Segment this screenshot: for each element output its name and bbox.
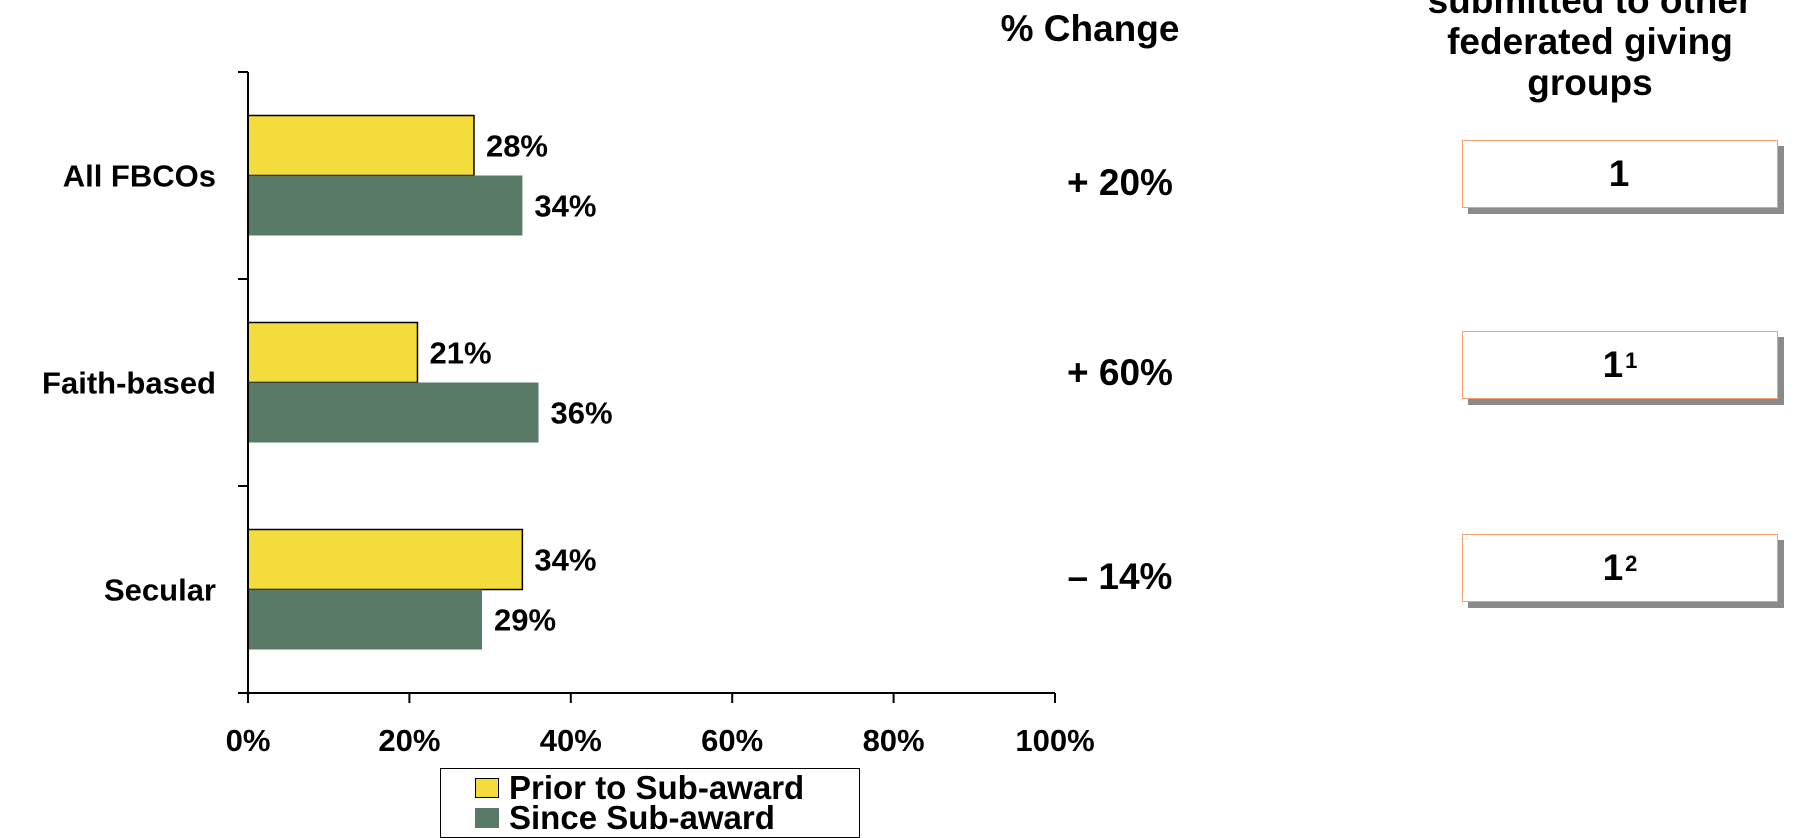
legend-label-prior: Prior to Sub-award bbox=[509, 769, 805, 806]
data-label: 34% bbox=[534, 189, 596, 224]
x-tick-label: 80% bbox=[863, 723, 925, 758]
count-footnote: 1 bbox=[1625, 348, 1638, 373]
legend-label-since: Since Sub-award bbox=[509, 799, 775, 836]
x-tick-label: 40% bbox=[540, 723, 602, 758]
bar-prior-all-fbcos bbox=[247, 114, 475, 177]
count-header-line-3: groups bbox=[1527, 62, 1653, 103]
legend-swatch-since bbox=[475, 808, 499, 828]
data-label: 21% bbox=[429, 336, 491, 371]
legend-item-prior: Prior to Sub-award bbox=[475, 769, 859, 806]
data-label: 36% bbox=[551, 396, 613, 431]
count-value: 1 bbox=[1602, 344, 1624, 385]
category-label: All FBCOs bbox=[63, 159, 216, 194]
x-tick-label: 60% bbox=[701, 723, 763, 758]
legend-swatch-prior bbox=[475, 778, 499, 798]
bar-since-faith-based bbox=[248, 382, 539, 443]
chart-legend: Prior to Sub-award Since Sub-award bbox=[440, 768, 860, 838]
change-value-secular: – 14% bbox=[1067, 556, 1173, 597]
x-tick-label: 100% bbox=[1015, 723, 1094, 758]
count-footnote: 2 bbox=[1625, 551, 1638, 576]
count-header-line-2: federated giving bbox=[1447, 21, 1733, 62]
count-column-header: submitted to other federated giving grou… bbox=[1410, 0, 1770, 103]
category-label: Secular bbox=[104, 573, 216, 608]
x-tick-label: 0% bbox=[226, 723, 271, 758]
count-header-line-1: submitted to other bbox=[1427, 0, 1753, 21]
bar-since-all-fbcos bbox=[248, 175, 523, 236]
x-tick-label: 20% bbox=[378, 723, 440, 758]
bar-prior-secular bbox=[247, 528, 524, 591]
count-box-all-fbcos: 1 bbox=[1462, 140, 1778, 208]
change-column-header: % Change bbox=[1000, 8, 1180, 49]
data-label: 34% bbox=[534, 543, 596, 578]
bar-since-secular bbox=[248, 589, 483, 650]
bar-prior-faith-based bbox=[247, 321, 419, 384]
count-value: 1 bbox=[1602, 547, 1624, 588]
change-value-all-fbcos: + 20% bbox=[1067, 162, 1173, 203]
change-value-faith-based: + 60% bbox=[1067, 352, 1173, 393]
legend-item-since: Since Sub-award bbox=[475, 799, 859, 836]
data-label: 28% bbox=[486, 129, 548, 164]
count-value: 1 bbox=[1608, 153, 1630, 194]
data-label: 29% bbox=[494, 603, 556, 638]
category-label: Faith-based bbox=[42, 366, 216, 401]
